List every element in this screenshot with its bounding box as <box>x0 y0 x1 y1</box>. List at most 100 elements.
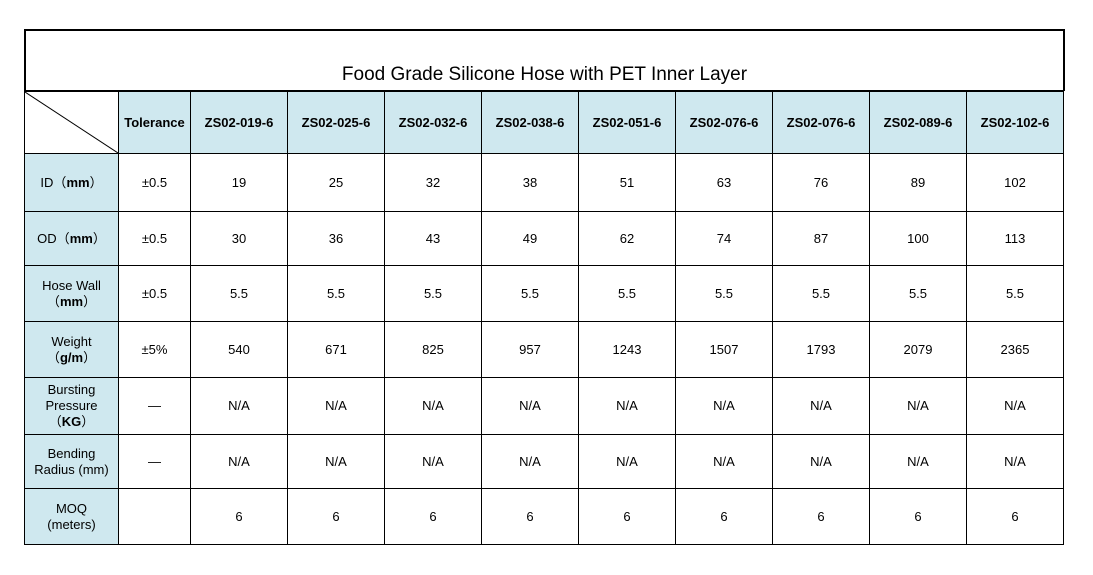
table-row: ID（mm） ±0.5 19 25 32 38 51 63 76 89 102 <box>24 153 1064 212</box>
value-cell: N/A <box>481 377 579 435</box>
model-header: ZS02-102-6 <box>966 91 1064 154</box>
value-cell: N/A <box>190 434 288 489</box>
value-cell: 100 <box>869 211 967 266</box>
tolerance-cell: ±0.5 <box>118 265 191 322</box>
value-cell: 1507 <box>675 321 773 378</box>
value-cell: 30 <box>190 211 288 266</box>
tolerance-cell: ±0.5 <box>118 153 191 212</box>
value-cell: N/A <box>190 377 288 435</box>
table-row: Bending Radius (mm) — N/A N/A N/A N/A N/… <box>24 434 1064 489</box>
row-label-weight: Weight （g/m） <box>24 321 119 378</box>
value-cell: 6 <box>481 488 579 545</box>
value-cell: 62 <box>578 211 676 266</box>
value-cell: N/A <box>578 434 676 489</box>
tolerance-cell <box>118 488 191 545</box>
top-border <box>24 29 1065 31</box>
value-cell: N/A <box>772 434 870 489</box>
value-cell: 671 <box>287 321 385 378</box>
value-cell: 38 <box>481 153 579 212</box>
model-header: ZS02-019-6 <box>190 91 288 154</box>
value-cell: N/A <box>869 434 967 489</box>
model-header: ZS02-051-6 <box>578 91 676 154</box>
model-header: ZS02-032-6 <box>384 91 482 154</box>
value-cell: 113 <box>966 211 1064 266</box>
model-header: ZS02-025-6 <box>287 91 385 154</box>
value-cell: 6 <box>869 488 967 545</box>
value-cell: 6 <box>966 488 1064 545</box>
value-cell: 76 <box>772 153 870 212</box>
value-cell: 5.5 <box>481 265 579 322</box>
value-cell: N/A <box>966 434 1064 489</box>
value-cell: 32 <box>384 153 482 212</box>
value-cell: 51 <box>578 153 676 212</box>
value-cell: 6 <box>578 488 676 545</box>
row-label-id: ID（mm） <box>24 153 119 212</box>
value-cell: 5.5 <box>578 265 676 322</box>
value-cell: 5.5 <box>966 265 1064 322</box>
value-cell: N/A <box>966 377 1064 435</box>
tolerance-cell: ±5% <box>118 321 191 378</box>
tolerance-header: Tolerance <box>118 91 191 154</box>
model-header: ZS02-089-6 <box>869 91 967 154</box>
row-label-bursting-pressure: Bursting Pressure （KG） <box>24 377 119 435</box>
value-cell: N/A <box>772 377 870 435</box>
value-cell: 102 <box>966 153 1064 212</box>
value-cell: 5.5 <box>675 265 773 322</box>
value-cell: 89 <box>869 153 967 212</box>
model-header: ZS02-076-6 <box>675 91 773 154</box>
value-cell: N/A <box>384 434 482 489</box>
value-cell: N/A <box>287 377 385 435</box>
value-cell: 6 <box>772 488 870 545</box>
value-cell: 1243 <box>578 321 676 378</box>
tolerance-cell: — <box>118 434 191 489</box>
table-row: Weight （g/m） ±5% 540 671 825 957 1243 15… <box>24 321 1064 378</box>
value-cell: 6 <box>190 488 288 545</box>
row-label-od: OD（mm） <box>24 211 119 266</box>
value-cell: 19 <box>190 153 288 212</box>
value-cell: N/A <box>287 434 385 489</box>
table-row: Bursting Pressure （KG） — N/A N/A N/A N/A… <box>24 377 1064 435</box>
diagonal-line-icon <box>25 92 118 153</box>
tolerance-cell: ±0.5 <box>118 211 191 266</box>
value-cell: 2079 <box>869 321 967 378</box>
value-cell: 6 <box>384 488 482 545</box>
value-cell: 2365 <box>966 321 1064 378</box>
value-cell: 540 <box>190 321 288 378</box>
value-cell: N/A <box>481 434 579 489</box>
tolerance-cell: — <box>118 377 191 435</box>
value-cell: 5.5 <box>384 265 482 322</box>
value-cell: 74 <box>675 211 773 266</box>
value-cell: 5.5 <box>869 265 967 322</box>
value-cell: 6 <box>287 488 385 545</box>
value-cell: N/A <box>578 377 676 435</box>
table-row: Hose Wall （mm） ±0.5 5.5 5.5 5.5 5.5 5.5 … <box>24 265 1064 322</box>
value-cell: 1793 <box>772 321 870 378</box>
value-cell: 49 <box>481 211 579 266</box>
value-cell: 5.5 <box>190 265 288 322</box>
value-cell: N/A <box>384 377 482 435</box>
value-cell: N/A <box>869 377 967 435</box>
table-row: MOQ (meters) 6 6 6 6 6 6 6 6 6 <box>24 488 1064 545</box>
value-cell: N/A <box>675 434 773 489</box>
value-cell: 63 <box>675 153 773 212</box>
table-title: Food Grade Silicone Hose with PET Inner … <box>341 64 748 85</box>
value-cell: 957 <box>481 321 579 378</box>
value-cell: 43 <box>384 211 482 266</box>
row-label-hose-wall: Hose Wall （mm） <box>24 265 119 322</box>
header-row: Tolerance ZS02-019-6 ZS02-025-6 ZS02-032… <box>24 91 1064 154</box>
row-label-moq: MOQ (meters) <box>24 488 119 545</box>
corner-diagonal-cell <box>24 91 119 154</box>
row-label-bending-radius: Bending Radius (mm) <box>24 434 119 489</box>
value-cell: 25 <box>287 153 385 212</box>
value-cell: 36 <box>287 211 385 266</box>
title-row: Food Grade Silicone Hose with PET Inner … <box>24 31 1065 91</box>
value-cell: N/A <box>675 377 773 435</box>
value-cell: 6 <box>675 488 773 545</box>
value-cell: 825 <box>384 321 482 378</box>
spec-table: Tolerance ZS02-019-6 ZS02-025-6 ZS02-032… <box>24 91 1064 545</box>
value-cell: 5.5 <box>287 265 385 322</box>
value-cell: 87 <box>772 211 870 266</box>
table-row: OD（mm） ±0.5 30 36 43 49 62 74 87 100 113 <box>24 211 1064 266</box>
value-cell: 5.5 <box>772 265 870 322</box>
model-header: ZS02-076-6 <box>772 91 870 154</box>
